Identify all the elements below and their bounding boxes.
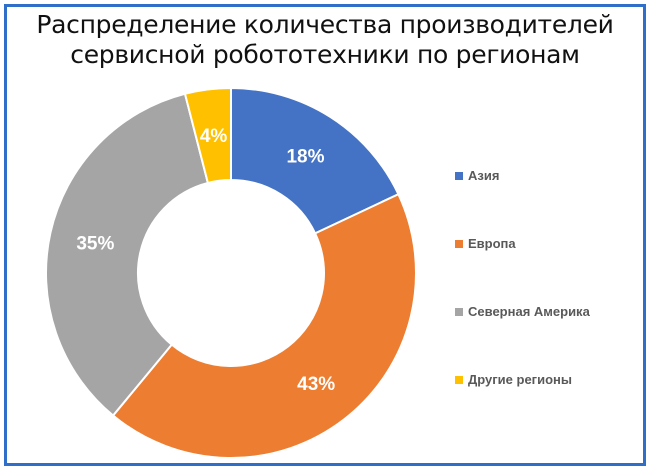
slice-asia xyxy=(230,86,400,235)
slice-europe xyxy=(111,192,417,459)
legend-label: Северная Америка xyxy=(468,304,590,319)
legend-item-north-america: Северная Америка xyxy=(455,304,590,319)
legend-label: Европа xyxy=(468,236,516,251)
slice-north-america xyxy=(45,92,210,417)
data-label-north-america: 35% xyxy=(76,234,114,255)
slice-other-regions xyxy=(183,86,232,185)
legend-item-europe: Европа xyxy=(455,236,516,251)
legend-label: Другие регионы xyxy=(468,372,572,387)
legend-item-other-regions: Другие регионы xyxy=(455,372,572,387)
legend-item-asia: Азия xyxy=(455,168,499,183)
data-label-europe: 43% xyxy=(297,374,335,395)
legend-label: Азия xyxy=(468,168,500,183)
data-label-other-regions: 4% xyxy=(200,126,228,147)
legend-swatch xyxy=(455,171,463,180)
legend-swatch xyxy=(455,307,463,316)
chart-title-line-2: сервисной робототехники по регионам xyxy=(70,40,580,69)
chart-title: Распределение количества производителей … xyxy=(0,10,650,70)
chart-title-line-1: Распределение количества производителей xyxy=(36,10,614,39)
legend-swatch xyxy=(455,239,463,248)
legend-swatch xyxy=(455,375,463,384)
data-label-asia: 18% xyxy=(286,147,324,168)
